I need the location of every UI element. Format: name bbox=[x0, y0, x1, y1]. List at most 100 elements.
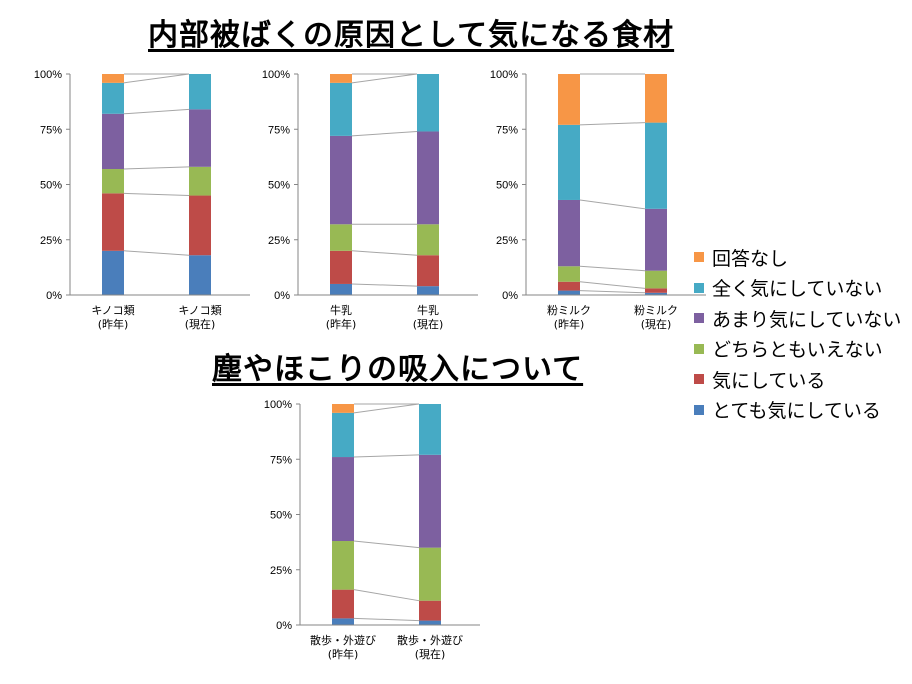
bar-segment bbox=[645, 208, 667, 271]
legend-swatch bbox=[694, 282, 704, 293]
y-tick-label: 50% bbox=[496, 180, 518, 192]
bar-segment bbox=[332, 412, 354, 458]
category-label: キノコ類 bbox=[178, 304, 221, 317]
main-title: 内部被ばくの原因として気になる食材 bbox=[148, 18, 675, 53]
series-connector bbox=[579, 281, 646, 289]
series-connector bbox=[123, 192, 190, 197]
bar-segment bbox=[645, 122, 667, 209]
category-label: 散歩・外遊び bbox=[310, 633, 376, 647]
y-tick-label: 100% bbox=[490, 69, 518, 81]
bar-segment bbox=[419, 547, 441, 601]
series-connector bbox=[351, 283, 418, 287]
legend-label: 全く気にしていない bbox=[712, 278, 883, 301]
legend: 回答なし 全く気にしていない あまり気にしていない どちらともいえない 気にして… bbox=[694, 242, 901, 425]
y-tick-label: 25% bbox=[270, 565, 292, 577]
series-connector bbox=[353, 403, 420, 414]
series-connector bbox=[353, 540, 420, 549]
series-connector bbox=[579, 265, 646, 272]
bar-segment bbox=[330, 224, 352, 251]
legend-swatch bbox=[694, 374, 704, 385]
category-label: (昨年) bbox=[98, 317, 129, 331]
chart-milk: 0%25%50%75%100%牛乳(昨年)牛乳(現在) bbox=[262, 69, 478, 331]
y-tick-label: 50% bbox=[270, 510, 292, 522]
bar-segment bbox=[189, 74, 211, 110]
legend-item: 気にしている bbox=[694, 364, 901, 395]
y-tick-label: 25% bbox=[496, 235, 518, 247]
category-label: (昨年) bbox=[554, 317, 585, 331]
category-label: (現在) bbox=[185, 318, 216, 331]
bar-segment bbox=[330, 283, 352, 295]
category-label: キノコ類 bbox=[91, 304, 134, 317]
y-tick-label: 0% bbox=[274, 290, 290, 302]
bar-segment bbox=[645, 74, 667, 123]
series-connector bbox=[351, 130, 418, 137]
bar-segment bbox=[558, 266, 580, 282]
legend-item: どちらともいえない bbox=[694, 334, 901, 365]
series-connector bbox=[579, 199, 646, 210]
y-tick-label: 25% bbox=[40, 235, 62, 247]
y-tick-label: 0% bbox=[46, 290, 62, 302]
bar-segment bbox=[417, 255, 439, 287]
legend-label: 気にしている bbox=[712, 369, 826, 392]
bar-segment bbox=[419, 454, 441, 548]
bar-segment bbox=[419, 404, 441, 455]
series-connector bbox=[123, 250, 190, 256]
category-label: (昨年) bbox=[328, 647, 359, 661]
y-tick-label: 100% bbox=[34, 69, 62, 81]
y-tick-label: 75% bbox=[270, 454, 292, 466]
legend-item: とても気にしている bbox=[694, 395, 901, 426]
y-tick-label: 50% bbox=[40, 180, 62, 192]
bar-segment bbox=[417, 286, 439, 295]
legend-item: あまり気にしていない bbox=[694, 303, 901, 334]
legend-label: 回答なし bbox=[712, 247, 789, 270]
category-label: 散歩・外遊び bbox=[397, 633, 463, 647]
bar-segment bbox=[419, 620, 441, 625]
series-connector bbox=[353, 454, 420, 458]
y-tick-label: 100% bbox=[264, 399, 292, 411]
bar-segment bbox=[102, 250, 124, 295]
y-tick-label: 0% bbox=[276, 620, 292, 632]
legend-label: あまり気にしていない bbox=[712, 308, 902, 331]
legend-item: 回答なし bbox=[694, 242, 901, 273]
category-label: (現在) bbox=[641, 318, 672, 331]
y-tick-label: 0% bbox=[502, 290, 518, 302]
legend-label: どちらともいえない bbox=[712, 339, 883, 362]
bar-segment bbox=[330, 74, 352, 83]
category-label: 粉ミルク bbox=[547, 304, 591, 317]
bar-segment bbox=[558, 199, 580, 267]
bar-segment bbox=[417, 74, 439, 132]
bar-segment bbox=[558, 290, 580, 295]
category-label: 牛乳 bbox=[417, 303, 439, 317]
series-connector bbox=[123, 108, 190, 115]
bar-segment bbox=[332, 589, 354, 619]
bar-segment bbox=[102, 82, 124, 114]
bar-segment bbox=[102, 113, 124, 170]
category-label: 牛乳 bbox=[330, 303, 352, 317]
bar-segment bbox=[558, 124, 580, 200]
y-tick-label: 25% bbox=[268, 235, 290, 247]
chart-mushrooms: 0%25%50%75%100%キノコ類(昨年)キノコ類(現在) bbox=[34, 69, 250, 331]
y-tick-label: 75% bbox=[40, 124, 62, 136]
sub-title: 塵やほこりの吸入について bbox=[212, 352, 584, 387]
bar-segment bbox=[417, 131, 439, 225]
bar-segment bbox=[102, 74, 124, 83]
y-tick-label: 100% bbox=[262, 69, 290, 81]
legend-swatch bbox=[694, 313, 704, 324]
bar-segment bbox=[189, 109, 211, 167]
legend-label: とても気にしている bbox=[712, 400, 881, 423]
bar-segment bbox=[189, 166, 211, 196]
category-label: 粉ミルク bbox=[634, 304, 678, 317]
legend-swatch bbox=[694, 252, 704, 263]
bar-segment bbox=[419, 600, 441, 621]
y-tick-label: 75% bbox=[496, 124, 518, 136]
bar-segment bbox=[102, 169, 124, 194]
bar-segment bbox=[558, 74, 580, 125]
bar-segment bbox=[330, 250, 352, 284]
series-connector bbox=[353, 617, 420, 622]
bar-segment bbox=[189, 255, 211, 295]
category-label: (現在) bbox=[415, 648, 446, 661]
bar-segment bbox=[558, 281, 580, 291]
category-label: (昨年) bbox=[326, 317, 357, 331]
series-connector bbox=[123, 73, 190, 84]
series-connector bbox=[579, 122, 646, 126]
